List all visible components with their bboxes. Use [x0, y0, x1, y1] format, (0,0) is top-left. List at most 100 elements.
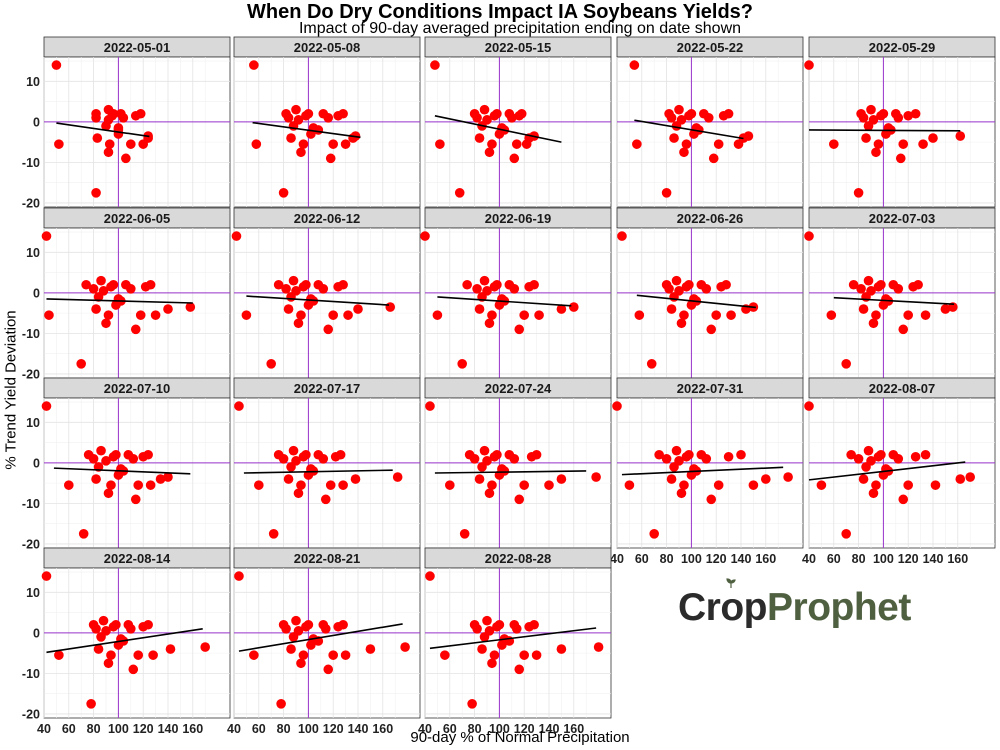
- data-point: [903, 110, 913, 121]
- data-point: [148, 650, 158, 660]
- data-point: [684, 449, 694, 460]
- facet-strip-label: 2022-05-29: [869, 40, 936, 55]
- data-point: [676, 318, 687, 329]
- data-point: [487, 480, 497, 490]
- data-point: [713, 139, 724, 149]
- data-point: [617, 231, 627, 241]
- facet-panel: 2022-05-01 -20 -10 0 10: [22, 36, 231, 210]
- data-point: [293, 115, 304, 125]
- data-point: [910, 451, 921, 462]
- data-point: [103, 310, 114, 320]
- data-point: [711, 310, 721, 320]
- data-point: [511, 624, 522, 634]
- data-point: [477, 644, 487, 654]
- data-point: [365, 644, 376, 654]
- data-point: [88, 284, 99, 294]
- data-point: [338, 480, 348, 490]
- data-point: [241, 310, 252, 320]
- data-point: [965, 472, 975, 482]
- data-point: [701, 284, 712, 294]
- data-point: [472, 284, 482, 294]
- data-point: [679, 480, 689, 490]
- data-point: [143, 449, 153, 460]
- data-point: [130, 324, 141, 335]
- data-point: [41, 231, 52, 241]
- data-point: [701, 454, 712, 464]
- y-tick-label: -20: [22, 196, 40, 210]
- data-point: [155, 474, 166, 484]
- panel-background: [808, 397, 996, 549]
- y-tick-label: 0: [33, 456, 40, 470]
- data-point: [928, 133, 938, 143]
- cropprophet-logo: Cro pProphet: [678, 578, 911, 630]
- x-tick-label: 60: [252, 722, 266, 736]
- x-tick-label: 60: [62, 722, 76, 736]
- data-point: [509, 153, 520, 164]
- data-point: [133, 480, 144, 490]
- facet-panel: 2022-06-05 -20 -10 0 10: [22, 207, 231, 381]
- panel-background: [43, 227, 231, 379]
- data-point: [681, 139, 692, 149]
- trend-line: [243, 469, 393, 474]
- data-point: [674, 104, 684, 115]
- y-tick-label: 0: [33, 115, 40, 129]
- data-point: [955, 474, 966, 484]
- x-tick-label: 100: [873, 552, 894, 566]
- y-tick-label: 10: [26, 246, 40, 260]
- data-point: [474, 133, 485, 143]
- data-point: [328, 310, 339, 320]
- data-point: [467, 699, 477, 709]
- data-point: [293, 626, 304, 636]
- data-point: [288, 275, 299, 286]
- data-point: [529, 279, 539, 290]
- data-point: [41, 571, 52, 581]
- data-point: [804, 401, 814, 411]
- facet-panel: 2022-05-15: [424, 36, 612, 208]
- x-tick-label: 160: [372, 722, 393, 736]
- data-point: [96, 445, 106, 456]
- trend-line: [252, 121, 361, 139]
- data-point: [51, 60, 62, 70]
- data-point: [41, 401, 52, 411]
- data-point: [91, 188, 101, 198]
- x-tick-label: 100: [298, 722, 319, 736]
- data-point: [106, 650, 116, 660]
- data-point: [482, 456, 492, 466]
- x-tick-label: 100: [108, 722, 129, 736]
- data-point: [706, 324, 717, 335]
- trend-line: [246, 295, 390, 306]
- data-point: [291, 456, 301, 466]
- data-point: [231, 231, 242, 241]
- y-tick-label: -20: [22, 367, 40, 381]
- data-point: [96, 275, 106, 286]
- data-point: [903, 310, 913, 320]
- x-tick-label: 40: [227, 722, 241, 736]
- data-point: [671, 445, 682, 456]
- data-point: [400, 642, 410, 652]
- data-point: [612, 401, 622, 411]
- facet-strip-label: 2022-07-17: [294, 381, 361, 396]
- data-point: [858, 113, 869, 123]
- data-point: [676, 488, 687, 499]
- facet-panel: 2022-07-17: [233, 377, 421, 549]
- data-point: [323, 324, 334, 335]
- data-point: [761, 474, 771, 484]
- data-point: [64, 480, 74, 490]
- data-point: [81, 279, 91, 290]
- data-point: [185, 302, 196, 312]
- logo-sprout-o: o: [720, 578, 744, 630]
- panel-background: [616, 56, 804, 208]
- trend-line: [238, 623, 403, 652]
- y-tick-label: 0: [33, 286, 40, 300]
- data-point: [54, 650, 64, 660]
- data-point: [288, 445, 299, 456]
- facet-strip-label: 2022-07-03: [869, 211, 936, 226]
- x-tick-label: 140: [158, 722, 179, 736]
- data-point: [913, 279, 923, 290]
- data-point: [507, 113, 517, 123]
- trend-line: [434, 115, 562, 143]
- facet-panel: 2022-06-12: [231, 207, 421, 379]
- data-point: [649, 529, 659, 539]
- data-point: [251, 139, 262, 149]
- data-point: [281, 284, 291, 294]
